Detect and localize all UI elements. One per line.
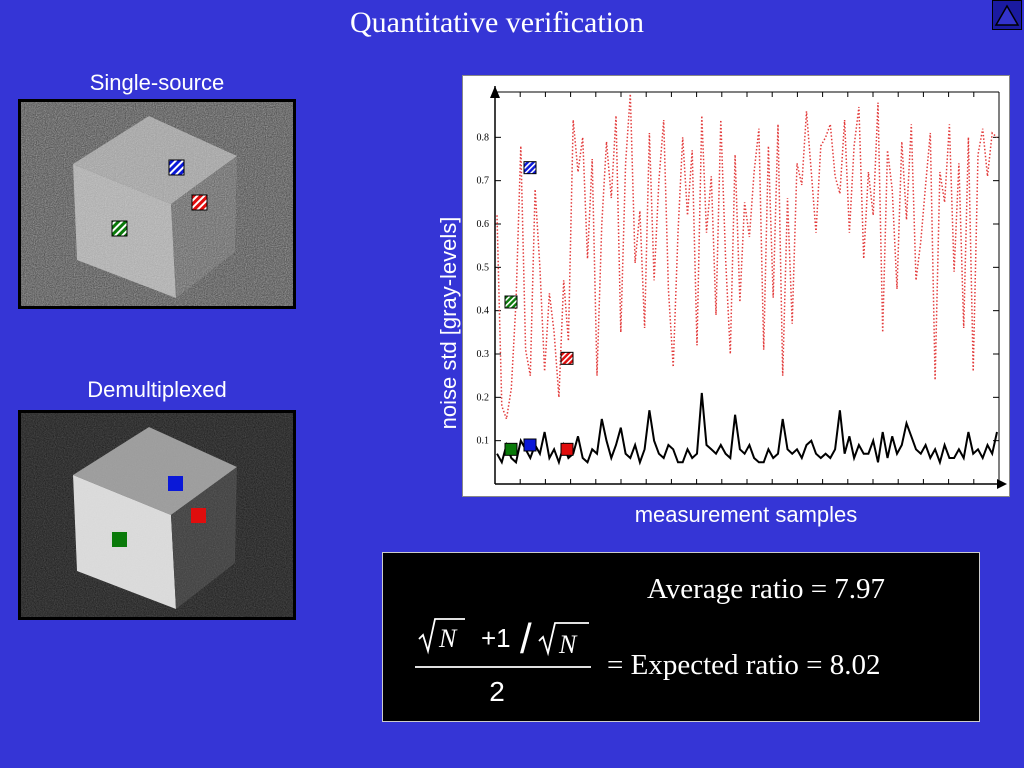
demultiplexed-image [18,410,296,620]
slash: / [520,617,532,662]
marker-blue-hatched [523,161,537,175]
y-tick-label: 0.6 [477,219,490,230]
sqrt-sign-icon [538,622,589,657]
fraction-denominator: 2 [489,676,505,707]
y-axis-label-area: noise std [gray-levels] [410,75,470,495]
marker-green-solid [504,442,518,456]
triangle-up-icon [994,4,1020,26]
expected-ratio: = Expected ratio = 8.02 [607,649,881,681]
sqrt-sign-icon [418,618,465,655]
demultiplexed-caption: Demultiplexed [87,377,227,402]
marker-red-hatched [560,351,574,365]
noise-series-single-source [496,93,998,420]
single-source-caption: Single-source [89,70,225,95]
marker-red-solid [560,442,574,456]
x-axis-label: measurement samples [634,502,858,527]
chart-svg: 0.1 0.2 0.3 0.4 0.5 0.6 0.7 0.8 [477,86,1007,489]
noise-chart: 0.1 0.2 0.3 0.4 0.5 0.6 0.7 0.8 [462,75,1010,497]
y-tick-label: 0.3 [477,349,490,360]
y-axis-label: noise std [gray-levels] [436,217,461,430]
ratio-fraction: N +1 / N 2 [415,617,591,707]
noise-series-demultiplexed [496,392,998,466]
y-tick-label: 0.8 [477,132,490,143]
formula-box: Average ratio = 7.97 N +1 / N 2 = Expect… [382,552,980,722]
marker-green-hatched [504,295,518,309]
y-tick-label: 0.2 [477,392,490,403]
y-tick-label: 0.5 [477,262,490,273]
marker-blue-solid [523,438,537,452]
nav-button[interactable] [992,0,1022,30]
denominator-n: N [558,630,578,659]
single-source-image [18,99,296,309]
numerator-n: N [438,624,458,653]
average-ratio: Average ratio = 7.97 [647,573,886,605]
numerator-plus-one: +1 [481,623,511,653]
y-tick-label: 0.1 [477,436,490,447]
y-tick-label: 0.7 [477,176,490,187]
slide-title: Quantitative verification [349,6,645,39]
y-tick-label: 0.4 [477,306,490,317]
